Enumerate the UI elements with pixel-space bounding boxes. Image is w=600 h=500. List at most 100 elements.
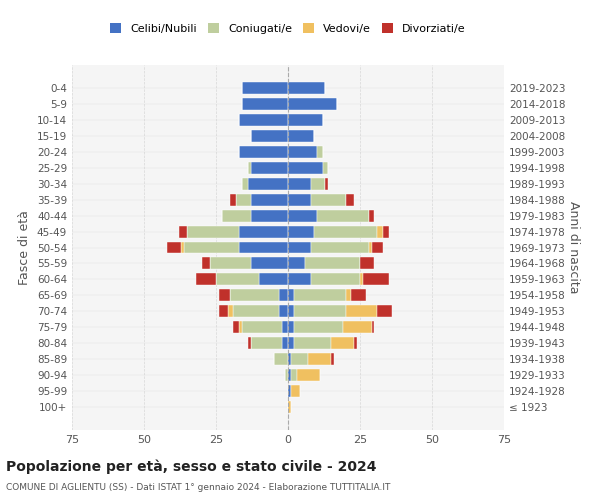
Bar: [251, 338, 282, 349]
Bar: [242, 178, 248, 190]
Bar: [288, 354, 291, 366]
Bar: [288, 98, 337, 110]
Bar: [363, 274, 389, 285]
Bar: [288, 82, 325, 94]
Bar: [288, 306, 294, 318]
Bar: [377, 226, 383, 237]
Bar: [288, 274, 311, 285]
Text: Popolazione per età, sesso e stato civile - 2024: Popolazione per età, sesso e stato civil…: [6, 460, 377, 474]
Bar: [323, 162, 328, 173]
Bar: [288, 258, 305, 270]
Bar: [239, 322, 242, 334]
Bar: [360, 274, 363, 285]
Bar: [308, 354, 331, 366]
Bar: [288, 290, 294, 302]
Bar: [288, 322, 294, 334]
Bar: [282, 338, 288, 349]
Bar: [181, 242, 184, 254]
Bar: [305, 258, 360, 270]
Bar: [346, 290, 352, 302]
Bar: [239, 242, 288, 254]
Bar: [239, 114, 288, 126]
Bar: [288, 146, 317, 158]
Bar: [251, 162, 288, 173]
Bar: [288, 402, 291, 413]
Bar: [311, 194, 346, 205]
Bar: [210, 258, 251, 270]
Bar: [288, 210, 317, 222]
Bar: [251, 130, 288, 141]
Bar: [202, 258, 210, 270]
Bar: [288, 338, 294, 349]
Bar: [343, 322, 371, 334]
Bar: [317, 210, 368, 222]
Bar: [291, 386, 299, 398]
Bar: [352, 290, 366, 302]
Bar: [239, 146, 288, 158]
Bar: [288, 370, 291, 382]
Bar: [288, 226, 314, 237]
Bar: [288, 242, 311, 254]
Bar: [251, 210, 288, 222]
Bar: [368, 210, 374, 222]
Bar: [311, 274, 360, 285]
Bar: [248, 338, 251, 349]
Bar: [314, 226, 377, 237]
Bar: [288, 114, 323, 126]
Bar: [167, 242, 181, 254]
Bar: [288, 386, 291, 398]
Legend: Celibi/Nubili, Coniugati/e, Vedovi/e, Divorziati/e: Celibi/Nubili, Coniugati/e, Vedovi/e, Di…: [110, 23, 466, 34]
Bar: [371, 322, 374, 334]
Bar: [346, 194, 354, 205]
Bar: [233, 306, 280, 318]
Bar: [179, 226, 187, 237]
Bar: [371, 242, 383, 254]
Bar: [368, 242, 371, 254]
Bar: [216, 274, 259, 285]
Bar: [346, 306, 377, 318]
Bar: [230, 290, 280, 302]
Bar: [242, 322, 282, 334]
Bar: [219, 306, 227, 318]
Bar: [291, 370, 296, 382]
Bar: [294, 338, 331, 349]
Bar: [291, 354, 308, 366]
Bar: [288, 178, 311, 190]
Bar: [187, 226, 239, 237]
Bar: [311, 178, 325, 190]
Bar: [222, 210, 251, 222]
Bar: [280, 290, 288, 302]
Bar: [230, 194, 236, 205]
Bar: [354, 338, 357, 349]
Bar: [383, 226, 389, 237]
Bar: [184, 242, 239, 254]
Bar: [251, 258, 288, 270]
Bar: [251, 194, 288, 205]
Bar: [248, 162, 251, 173]
Bar: [248, 178, 288, 190]
Bar: [239, 226, 288, 237]
Bar: [259, 274, 288, 285]
Bar: [242, 82, 288, 94]
Bar: [377, 306, 392, 318]
Bar: [294, 306, 346, 318]
Y-axis label: Fasce di età: Fasce di età: [19, 210, 31, 285]
Bar: [296, 370, 320, 382]
Bar: [331, 354, 334, 366]
Bar: [242, 98, 288, 110]
Bar: [288, 194, 311, 205]
Bar: [285, 370, 288, 382]
Text: COMUNE DI AGLIENTU (SS) - Dati ISTAT 1° gennaio 2024 - Elaborazione TUTTITALIA.I: COMUNE DI AGLIENTU (SS) - Dati ISTAT 1° …: [6, 482, 391, 492]
Bar: [294, 322, 343, 334]
Bar: [325, 178, 328, 190]
Bar: [360, 258, 374, 270]
Bar: [311, 242, 368, 254]
Y-axis label: Anni di nascita: Anni di nascita: [566, 201, 580, 294]
Bar: [288, 162, 323, 173]
Bar: [331, 338, 354, 349]
Bar: [219, 290, 230, 302]
Bar: [288, 130, 314, 141]
Bar: [227, 306, 233, 318]
Bar: [282, 322, 288, 334]
Bar: [236, 194, 251, 205]
